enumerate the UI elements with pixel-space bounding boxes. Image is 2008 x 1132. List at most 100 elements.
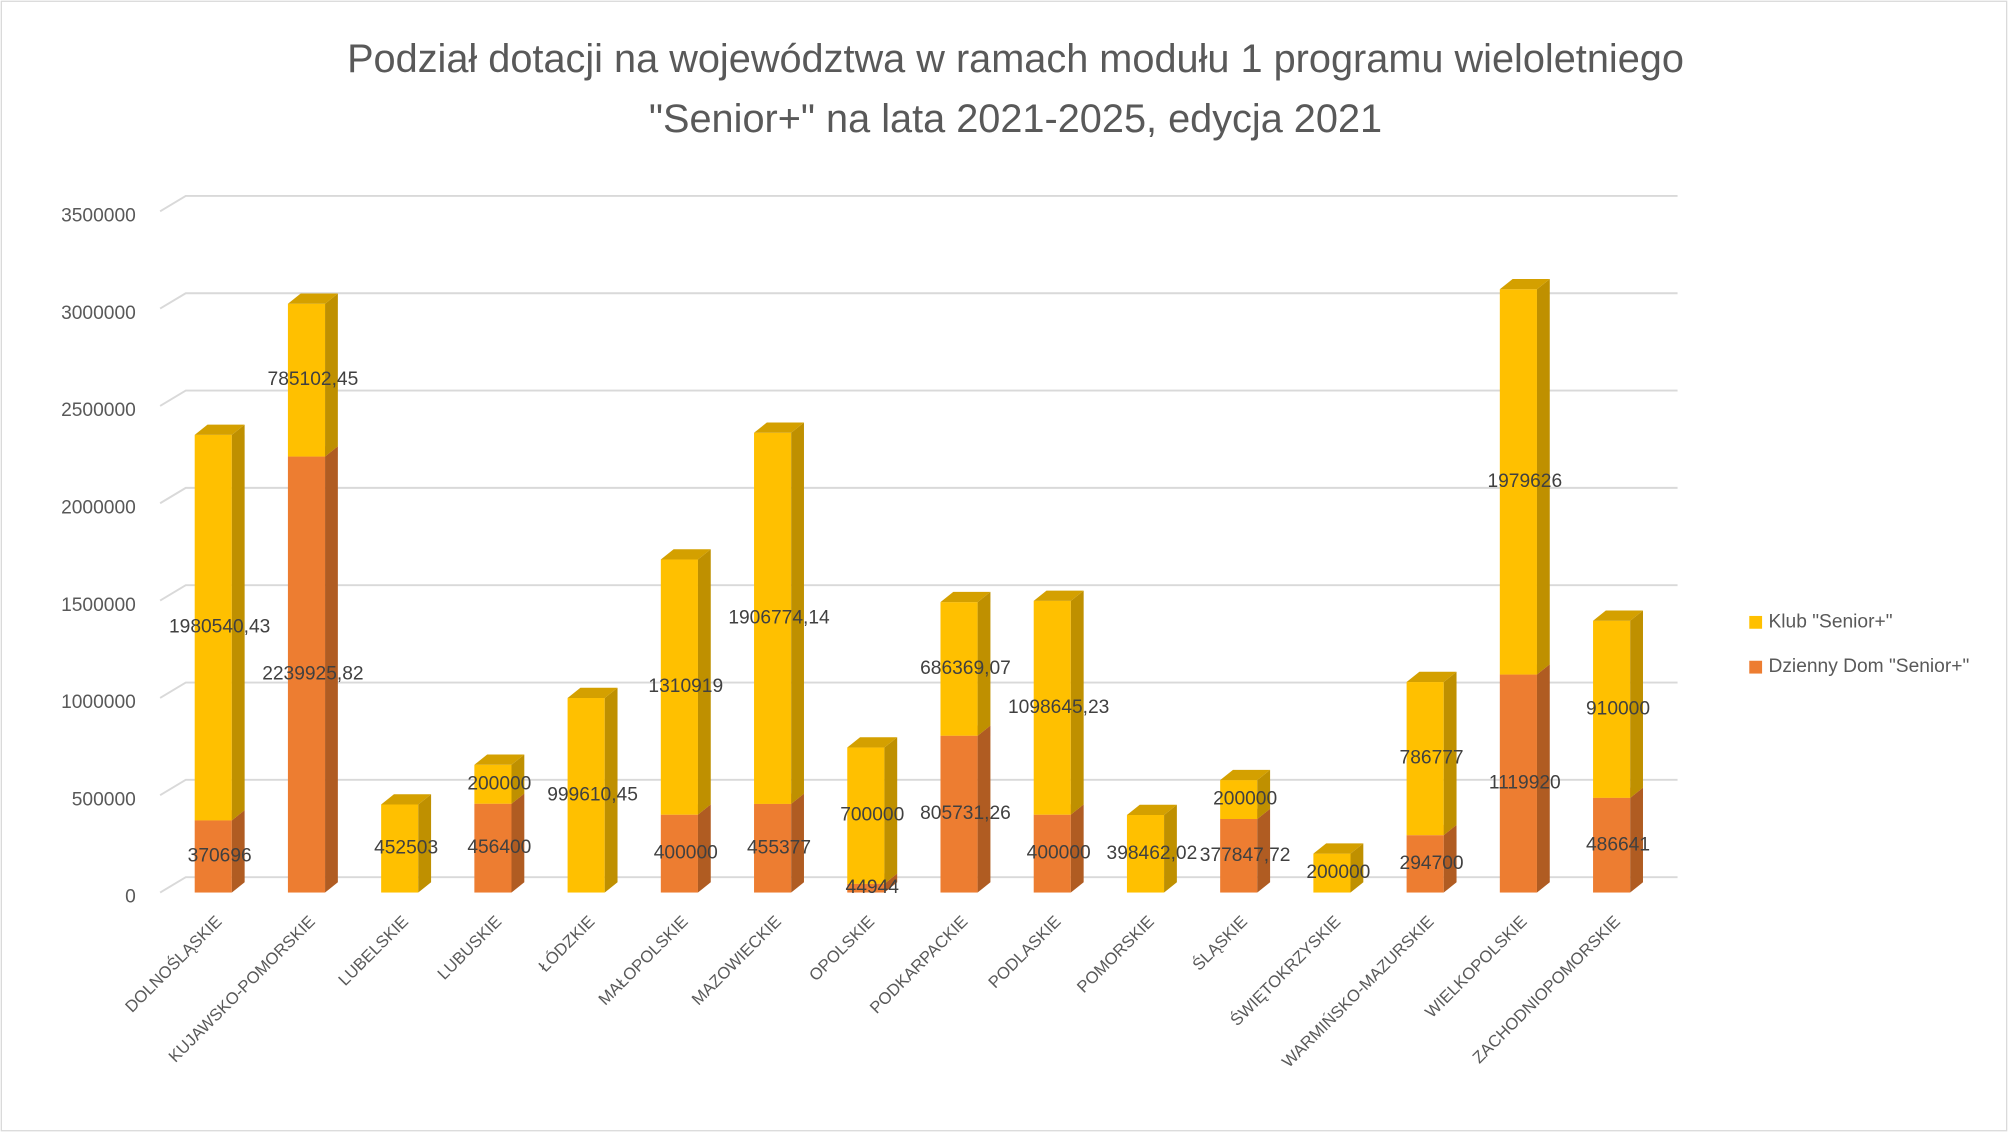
- bar-side: [1257, 808, 1271, 893]
- y-tick-label: 1500000: [61, 595, 136, 616]
- value-label: 456400: [467, 837, 531, 858]
- bar-top: [1033, 590, 1084, 601]
- bar-segment: [940, 725, 991, 893]
- bar-side: [1257, 769, 1271, 819]
- grid-line: [159, 292, 1678, 310]
- bar-side: [1630, 787, 1643, 893]
- bar-side: [1536, 664, 1550, 893]
- bar-top: [381, 794, 432, 805]
- bar-top: [660, 549, 711, 560]
- bar-side: [884, 873, 898, 893]
- bar-segment: [754, 793, 804, 893]
- bar-front: [754, 432, 792, 804]
- value-label: 1980540,43: [169, 617, 270, 638]
- bar-front: [1499, 674, 1537, 893]
- chart-title: Podział dotacji na województwa w ramach …: [347, 37, 1684, 81]
- bar-top: [1593, 610, 1643, 621]
- value-label: 1098645,23: [1008, 697, 1109, 718]
- bar-front: [1220, 818, 1258, 893]
- legend-swatch: [1749, 660, 1763, 674]
- bar-top: [474, 754, 525, 765]
- grid-line: [159, 389, 1678, 407]
- bar-side: [977, 591, 991, 736]
- bar-front: [287, 456, 326, 893]
- bar-front: [1406, 835, 1444, 893]
- legend-label: Dzienny Dom "Senior+": [1768, 656, 1969, 677]
- bar-segment: [660, 549, 711, 815]
- bar-segment: [1499, 664, 1550, 893]
- bar-side: [1536, 278, 1550, 675]
- bar-front: [567, 697, 605, 893]
- bar-side: [1443, 671, 1457, 836]
- bar-front: [940, 735, 978, 893]
- value-label: 1906774,14: [728, 607, 830, 628]
- bar-segment: [474, 793, 525, 893]
- bar-side: [977, 725, 991, 893]
- bar-top: [754, 422, 804, 433]
- bar-top: [940, 591, 991, 603]
- value-label: 700000: [840, 805, 904, 826]
- bar-top: [194, 424, 245, 435]
- grid-line: [159, 778, 1678, 797]
- bar-top: [847, 737, 898, 748]
- bar-side: [511, 754, 525, 804]
- bar-segment: [1313, 843, 1364, 893]
- bar-segment: [474, 754, 525, 804]
- bar-segment: [847, 737, 898, 884]
- bar-side: [1070, 590, 1084, 815]
- bar-segment: [1126, 804, 1177, 893]
- bar-side: [418, 794, 432, 893]
- bar-top: [287, 293, 338, 304]
- legend-label: Klub "Senior+": [1768, 611, 1892, 632]
- bar-side: [884, 737, 898, 884]
- y-tick-label: 3000000: [61, 303, 136, 324]
- bar-side: [325, 293, 338, 457]
- bar-side: [697, 549, 711, 815]
- bar-top: [567, 687, 618, 698]
- bar-segment: [194, 424, 245, 821]
- y-tick-label: 500000: [72, 789, 136, 810]
- bar-front: [660, 814, 698, 893]
- bar-segment: [1406, 671, 1457, 836]
- bar-front: [474, 803, 512, 893]
- value-label: 370696: [188, 846, 252, 867]
- value-label: 200000: [1306, 862, 1370, 883]
- value-label: 486641: [1586, 834, 1650, 855]
- value-label: 1119920: [1489, 773, 1561, 794]
- bar-segment: [287, 293, 338, 457]
- value-label: 200000: [467, 773, 531, 794]
- bar-segment: [287, 446, 338, 893]
- bar-segment: [381, 794, 432, 893]
- bar-front: [474, 764, 512, 804]
- bar-side: [1630, 610, 1643, 798]
- bar-segment: [1499, 278, 1550, 675]
- bar-front: [287, 303, 326, 457]
- value-label: 452503: [374, 838, 438, 859]
- bar-side: [1350, 843, 1364, 893]
- value-label: 786777: [1400, 748, 1464, 769]
- bar-side: [1070, 804, 1084, 893]
- bar-side: [697, 804, 711, 893]
- bar-segment: [940, 591, 991, 736]
- value-label: 686369,07: [920, 658, 1011, 679]
- bar-front: [847, 747, 885, 884]
- bar-top: [1499, 278, 1550, 290]
- bar-front: [1033, 814, 1071, 893]
- value-label: 1310919: [648, 676, 723, 697]
- value-label: 377847,72: [1200, 845, 1291, 866]
- bar-front: [754, 803, 792, 893]
- legend-swatch: [1749, 615, 1763, 629]
- bar-front: [1593, 797, 1631, 893]
- bar-segment: [1220, 769, 1271, 819]
- bar-front: [194, 434, 232, 821]
- bar-segment: [754, 422, 804, 804]
- grid-line: [159, 584, 1678, 602]
- y-tick-label: 2500000: [61, 400, 136, 421]
- bar-segment: [1033, 590, 1084, 815]
- bar-front: [1406, 682, 1444, 836]
- bar-side: [1443, 824, 1457, 893]
- bar-side: [511, 793, 525, 893]
- value-label: 910000: [1586, 698, 1650, 719]
- bar-front: [660, 559, 698, 815]
